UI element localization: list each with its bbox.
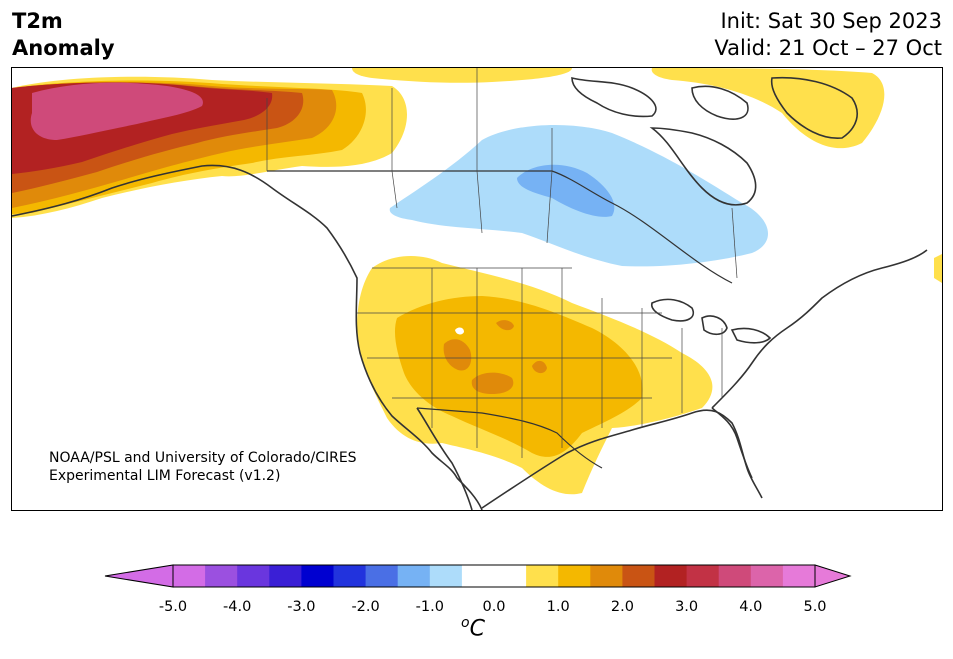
colorbar-cell	[429, 565, 463, 587]
init-date: Init: Sat 30 Sep 2023	[720, 9, 942, 33]
units-degree: o	[461, 615, 470, 631]
colorbar-tick-label: -4.0	[223, 599, 252, 615]
units-celsius: C	[469, 616, 485, 642]
title: T2m Anomaly	[12, 8, 115, 62]
colorbar-cells	[173, 565, 816, 587]
colorbar-tick-label: 0.0	[482, 599, 506, 615]
neutral-hole	[455, 327, 464, 335]
title-line-1: T2m	[12, 9, 63, 33]
colorbar-tick-label: -3.0	[287, 599, 316, 615]
colorbar-cell	[173, 565, 206, 587]
colorbar-tick-label: 4.0	[739, 599, 763, 615]
map-svg	[12, 68, 942, 510]
colorbar-under-arrow	[104, 564, 174, 588]
colorbar	[104, 564, 852, 588]
warm-orange-us-nm	[532, 360, 547, 374]
colorbar-tick-label: 2.0	[610, 599, 634, 615]
colorbar-cell	[782, 565, 816, 587]
colorbar-cell	[750, 565, 784, 587]
warm-gold-us	[394, 296, 643, 457]
credit-line-1: NOAA/PSL and University of Colorado/CIRE…	[49, 450, 357, 466]
colorbar-cell	[590, 565, 623, 587]
colorbar-tick-label: 5.0	[803, 599, 827, 615]
credit: NOAA/PSL and University of Colorado/CIRE…	[49, 449, 357, 485]
colorbar-cell	[237, 565, 270, 587]
credit-line-2: Experimental LIM Forecast (v1.2)	[49, 468, 281, 484]
colorbar-cell	[526, 565, 559, 587]
colorbar-outline	[172, 564, 816, 588]
colorbar-tick-label: -1.0	[415, 599, 444, 615]
colorbar-cell	[365, 565, 399, 587]
colorbar-units: oC	[461, 615, 485, 641]
colorbar-tick-label: -5.0	[158, 599, 188, 615]
colorbar-cell	[654, 565, 688, 587]
forecast-info: Init: Sat 30 Sep 2023 Valid: 21 Oct – 27…	[714, 8, 942, 62]
colorbar-cell	[494, 565, 527, 587]
state-lines	[266, 68, 738, 458]
cold-anomaly-core	[517, 164, 615, 217]
valid-range: Valid: 21 Oct – 27 Oct	[714, 36, 942, 60]
colorbar-cell	[461, 565, 495, 587]
warm-orange-us-south	[471, 372, 514, 394]
colorbar-cell	[269, 565, 302, 587]
colorbar-cell	[205, 565, 238, 587]
colorbar-tick-label: -2.0	[351, 599, 380, 615]
colorbar-cell	[686, 565, 720, 587]
warm-yellow-east-edge	[934, 254, 942, 283]
warm-yellow-arctic	[352, 68, 572, 83]
colorbar-cell	[397, 565, 431, 587]
warm-orange-us-west	[443, 339, 472, 371]
political-borders	[12, 76, 928, 510]
title-line-2: Anomaly	[12, 36, 115, 60]
colorbar-tick-label: 3.0	[675, 599, 699, 615]
colorbar-tick-label: 1.0	[546, 599, 570, 615]
colorbar-over-arrow	[814, 564, 852, 588]
warm-magenta-north	[30, 82, 203, 140]
colorbar-cell	[301, 565, 334, 587]
colorbar-cell	[622, 565, 655, 587]
colorbar-cell	[718, 565, 752, 587]
anomaly-map	[11, 67, 943, 511]
warm-orange-us-colorado	[496, 320, 514, 331]
warm-yellow-greenland	[651, 68, 885, 149]
colorbar-cell	[333, 565, 367, 587]
colorbar-cell	[558, 565, 591, 587]
